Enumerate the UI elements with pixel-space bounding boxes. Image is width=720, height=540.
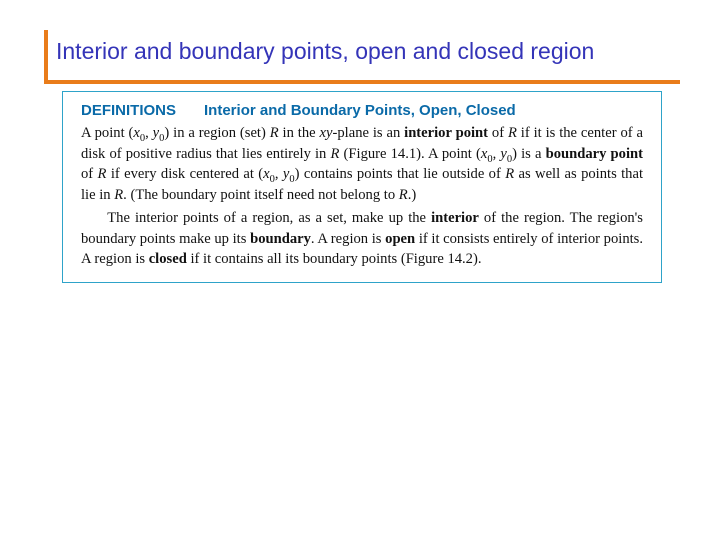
definition-paragraph-1: A point (x0, y0) in a region (set) R in … xyxy=(81,123,643,206)
slide-container: Interior and boundary points, open and c… xyxy=(0,0,720,540)
definitions-subtitle: Interior and Boundary Points, Open, Clos… xyxy=(204,102,516,119)
accent-vertical-rule xyxy=(44,30,48,84)
definition-box: DEFINITIONS Interior and Boundary Points,… xyxy=(62,91,662,283)
accent-horizontal-rule xyxy=(44,80,680,84)
definition-header: DEFINITIONS Interior and Boundary Points,… xyxy=(81,102,643,119)
definitions-label: DEFINITIONS xyxy=(81,102,176,119)
definition-paragraph-2: The interior points of a region, as a se… xyxy=(81,208,643,270)
page-title: Interior and boundary points, open and c… xyxy=(56,38,682,65)
definition-body: A point (x0, y0) in a region (set) R in … xyxy=(81,123,643,270)
